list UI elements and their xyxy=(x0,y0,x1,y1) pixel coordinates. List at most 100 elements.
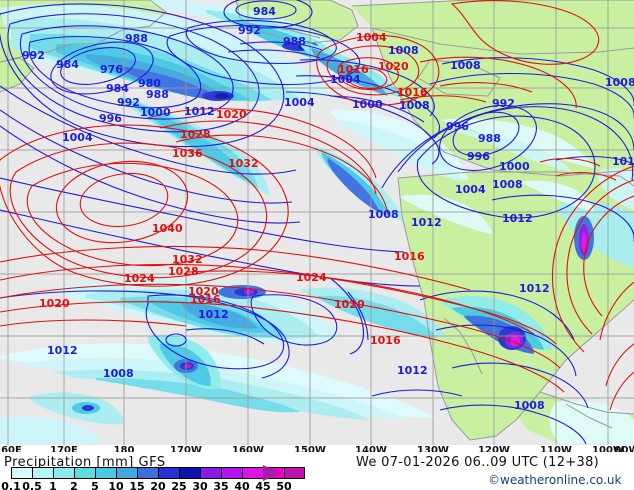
isobar-label: 1012 xyxy=(184,105,215,118)
isobar-label: 1000 xyxy=(352,98,383,111)
isobar-label: 996 xyxy=(467,150,490,163)
colorbar-segment[interactable] xyxy=(74,467,95,479)
colorbar-tick: 20 xyxy=(150,480,166,490)
isobar-label: 992 xyxy=(238,24,261,37)
isobar-label: 1016 xyxy=(338,63,369,76)
isobar-label: 992 xyxy=(492,97,515,110)
longitude-tick-label: 180 xyxy=(113,445,135,456)
isobar-label: 996 xyxy=(446,120,469,133)
isobar-label: 1020 xyxy=(334,298,365,311)
precipitation-colorbar[interactable] xyxy=(11,467,305,479)
longitude-tick-label: 160E xyxy=(0,445,22,456)
isobar-label: 1008 xyxy=(388,44,419,57)
colorbar-segment[interactable] xyxy=(11,467,32,479)
map-canvas[interactable]: 984 988 992 988 1004 1008 1008 1008 992 984 976 980… xyxy=(0,0,634,445)
isobar-label: 1012 xyxy=(502,212,533,225)
copyright-notice: ©weatheronline.co.uk xyxy=(488,473,622,487)
isobar-label: 1004 xyxy=(356,31,387,44)
colorbar-segment[interactable] xyxy=(116,467,137,479)
colorbar-tick: 35 xyxy=(213,480,229,490)
longitude-tick-label: 140W xyxy=(355,445,387,456)
isobar-label: 1036 xyxy=(172,147,203,160)
isobar-label: 1008 xyxy=(492,178,523,191)
colorbar-tick: 0.5 xyxy=(22,480,42,490)
isobar-label: 988 xyxy=(146,88,169,101)
isobar-label: 1020 xyxy=(378,60,409,73)
isobar-label: 988 xyxy=(125,32,148,45)
isobar-label: 1016 xyxy=(397,86,428,99)
isobar-label: 1012 xyxy=(519,282,550,295)
colorbar-tick: 2 xyxy=(70,480,78,490)
isobar-label: 1004 xyxy=(455,183,486,196)
longitude-tick-label: 120W xyxy=(478,445,510,456)
isobar-label: 1012 xyxy=(397,364,428,377)
isobar-label: 1000 xyxy=(140,106,171,119)
longitude-tick-label: 170W xyxy=(170,445,202,456)
isobar-label: 1012 xyxy=(411,216,442,229)
colorbar-tick: 10 xyxy=(108,480,124,490)
colorbar-segment[interactable] xyxy=(284,467,305,479)
isobar-label: 988 xyxy=(283,35,306,48)
colorbar-tick: 30 xyxy=(192,480,208,490)
longitude-tick-label: 170E xyxy=(50,445,78,456)
isobar-label: 1040 xyxy=(152,222,183,235)
precipitation-layer xyxy=(0,0,634,444)
colorbar-segment[interactable] xyxy=(179,467,200,479)
colorbar-tick: 50 xyxy=(276,480,292,490)
colorbar-segment[interactable] xyxy=(221,467,242,479)
isobar-label: 1028 xyxy=(168,265,199,278)
isobar-label: 996 xyxy=(99,112,122,125)
longitude-tick-label: 160W xyxy=(232,445,264,456)
isobar-label: 1004 xyxy=(284,96,315,109)
isobar-label: 1008 xyxy=(103,367,134,380)
isobar-label: 1008 xyxy=(514,399,545,412)
isobar-label: 992 xyxy=(22,49,45,62)
isobar-label: 980 xyxy=(138,77,161,90)
isobar-label: 1024 xyxy=(124,272,155,285)
colorbar-segment[interactable] xyxy=(137,467,158,479)
colorbar-tick-labels: 0.1 0.5 1 2 5 10 15 20 25 30 35 40 45 50 xyxy=(0,480,400,490)
colorbar-tick: 25 xyxy=(171,480,187,490)
longitude-tick-label: 150W xyxy=(294,445,326,456)
longitude-tick-label: 110W xyxy=(540,445,572,456)
colorbar-tick: 1 xyxy=(49,480,57,490)
isobar-label: 1032 xyxy=(228,157,259,170)
isobar-label: 1008 xyxy=(450,59,481,72)
isobar-label: 1016 xyxy=(190,293,221,306)
forecast-datetime: We 07-01-2026 06..09 UTC (12+38) xyxy=(356,455,600,470)
isobar-label: 1004 xyxy=(330,73,361,86)
isobar-label: 1012 xyxy=(47,344,78,357)
isobar-label: 1028 xyxy=(180,128,211,141)
isobar-label: 1008 xyxy=(605,76,634,89)
footer: Precipitation [mm] GFS We 07-01-2026 06.… xyxy=(0,452,634,490)
isobar-label: 1012 xyxy=(198,308,229,321)
longitude-tick-label: 130W xyxy=(417,445,449,456)
isobar-label: 976 xyxy=(100,63,123,76)
longitude-axis: 160E 170E 180 170W 160W 150W 140W 130W 120W 110W 1… xyxy=(0,445,634,459)
isobar-label: 1004 xyxy=(62,131,93,144)
isobar-label: 1032 xyxy=(172,253,203,266)
isobar-label: 1020 xyxy=(216,108,247,121)
colorbar-tick: 15 xyxy=(129,480,145,490)
isobar-label: 1008 xyxy=(368,208,399,221)
colorbar-overflow-arrow xyxy=(263,465,281,481)
colorbar-segment[interactable] xyxy=(53,467,74,479)
colorbar-segment[interactable] xyxy=(158,467,179,479)
longitude-tick-label: 100W xyxy=(592,445,624,456)
colorbar-segment[interactable] xyxy=(95,467,116,479)
isobar-label: 1000 xyxy=(499,160,530,173)
isobar-label: 1008 xyxy=(399,99,430,112)
colorbar-tick: 40 xyxy=(234,480,250,490)
colorbar-tick: 5 xyxy=(91,480,99,490)
isobar-label: 984 xyxy=(106,82,129,95)
isobar-label: 1016 xyxy=(394,250,425,263)
map-graphics xyxy=(0,0,634,445)
colorbar-segment[interactable] xyxy=(200,467,221,479)
isobar-label: 988 xyxy=(478,132,501,145)
colorbar-tick: 0.1 xyxy=(1,480,21,490)
isobar-label: 1012 xyxy=(612,155,634,168)
colorbar-segment[interactable] xyxy=(32,467,53,479)
isobar-label: 1016 xyxy=(370,334,401,347)
colorbar-segment[interactable] xyxy=(242,467,263,479)
isobar-label: 984 xyxy=(56,58,79,71)
